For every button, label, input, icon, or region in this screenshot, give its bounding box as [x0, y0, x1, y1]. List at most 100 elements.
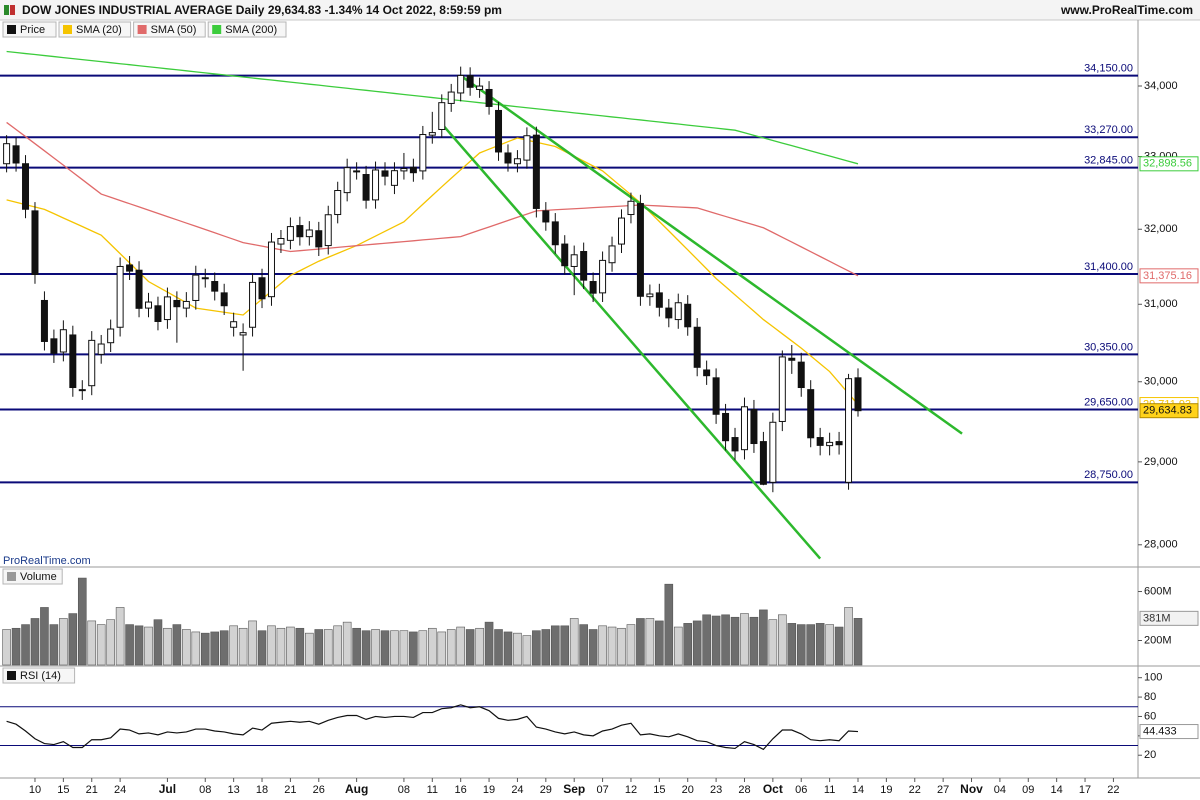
- volume-bar: [153, 619, 163, 666]
- volume-bar: [692, 620, 702, 666]
- volume-bar: [806, 624, 816, 666]
- volume-tag: 381M: [1143, 612, 1171, 624]
- volume-bar: [182, 629, 191, 666]
- candle-body: [145, 301, 152, 309]
- volume-bar: [645, 618, 655, 666]
- candle-body: [655, 292, 663, 308]
- legend-label: Price: [20, 24, 45, 36]
- volume-bar: [569, 618, 579, 666]
- volume-bar: [588, 629, 598, 666]
- volume-bar: [503, 631, 513, 666]
- x-tick-label: 14: [1051, 784, 1063, 796]
- x-tick-label: Sep: [563, 782, 585, 796]
- x-tick-label: 10: [29, 784, 41, 796]
- volume-bar: [295, 627, 305, 666]
- volume-bar: [513, 632, 522, 666]
- x-tick-label: 09: [1022, 784, 1034, 796]
- candle-body: [769, 421, 777, 483]
- candle-body: [315, 230, 323, 248]
- volume-bar: [200, 632, 210, 666]
- volume-bar: [683, 623, 693, 666]
- volume-bar: [30, 618, 40, 666]
- x-tick-label: 24: [511, 784, 523, 796]
- candle-body: [646, 293, 654, 298]
- volume-bar: [267, 625, 276, 666]
- candle-body: [286, 226, 294, 241]
- volume-bar: [371, 629, 380, 666]
- candle-body: [381, 170, 389, 177]
- level-label: 31,400.00: [1084, 261, 1133, 273]
- x-tick-label: 15: [653, 784, 665, 796]
- candle-body: [59, 329, 67, 353]
- price-tag: 29,634.83: [1143, 405, 1192, 417]
- volume-bar: [77, 577, 87, 666]
- volume-bar: [475, 627, 484, 666]
- source: www.ProRealTime.com: [1060, 3, 1193, 17]
- sma-tag-bg: [1139, 156, 1199, 172]
- x-tick-label: 12: [625, 784, 637, 796]
- candle-body: [239, 332, 247, 336]
- volume-bar: [323, 629, 333, 666]
- candle-body: [523, 135, 531, 161]
- legend-box: [2, 568, 63, 585]
- y-tick-label: 600M: [1144, 585, 1172, 597]
- x-tick-label: Nov: [960, 782, 983, 796]
- volume-bar: [191, 631, 201, 666]
- legend-swatch: [7, 671, 16, 680]
- x-tick-label: 27: [937, 784, 949, 796]
- x-tick-label: 22: [1107, 784, 1119, 796]
- volume-bar: [342, 621, 352, 666]
- candle-body: [693, 326, 701, 368]
- candle-body: [192, 274, 200, 301]
- volume-bar: [598, 625, 607, 666]
- candle-body: [759, 441, 767, 485]
- volume-bar: [361, 630, 371, 666]
- x-tick-label: 11: [824, 784, 835, 796]
- candle-body: [835, 441, 843, 446]
- volume-bar: [673, 626, 683, 666]
- volume-bar: [399, 630, 409, 666]
- volume-bar: [465, 629, 475, 666]
- volume-bar: [844, 607, 853, 666]
- candle-body: [3, 143, 11, 165]
- volume-bar: [778, 614, 787, 666]
- volume-bar: [626, 624, 636, 666]
- candle-body: [419, 134, 427, 172]
- volume-bar: [768, 619, 778, 666]
- price-tag-bg: [1139, 403, 1199, 419]
- x-tick-label: Aug: [345, 782, 368, 796]
- rsi-line: [6, 704, 859, 751]
- x-tick-label: 21: [284, 784, 296, 796]
- candle-body: [400, 168, 408, 172]
- x-tick-label: 18: [256, 784, 268, 796]
- volume-bar: [257, 630, 267, 666]
- candle-body: [854, 377, 862, 412]
- legend-swatch: [212, 25, 222, 34]
- rsi-tag: 44.433: [1143, 725, 1177, 737]
- candle-body: [513, 158, 521, 165]
- candle-body: [740, 406, 748, 451]
- trendline: [440, 123, 822, 560]
- volume-bar: [418, 630, 428, 666]
- volume-bar: [579, 624, 588, 666]
- candle-body: [173, 299, 181, 308]
- volume-bar: [437, 631, 447, 666]
- candle-body: [599, 259, 607, 294]
- candle-body: [372, 169, 380, 201]
- volume-bar: [333, 625, 343, 666]
- candle-body: [826, 441, 834, 447]
- title-icon: [10, 5, 15, 15]
- volume-bar: [825, 624, 834, 666]
- candle-body: [353, 170, 361, 173]
- rsi-tag-bg: [1139, 724, 1199, 740]
- volume-bar: [730, 616, 740, 666]
- x-tick-label: 04: [994, 784, 1006, 796]
- y-tick-label: 34,000: [1144, 80, 1178, 92]
- volume-bar: [163, 627, 172, 666]
- candle-body: [107, 328, 115, 344]
- legend-label: SMA (20): [76, 24, 122, 36]
- candle-body: [551, 221, 559, 246]
- volume-bar: [749, 616, 759, 666]
- x-tick-label: 26: [313, 784, 325, 796]
- volume-bar: [787, 623, 797, 666]
